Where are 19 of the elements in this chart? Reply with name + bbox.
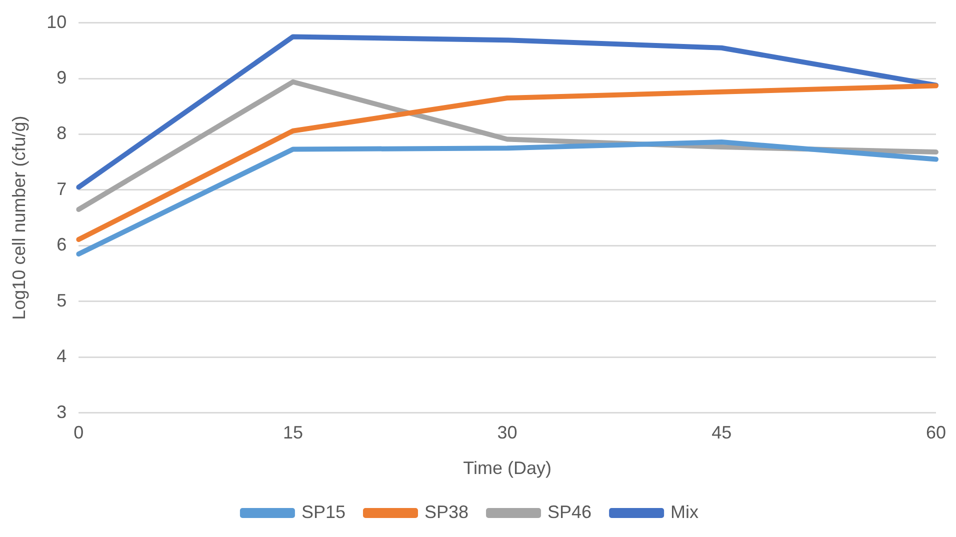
- x-tick-label: 30: [497, 422, 518, 443]
- y-axis-title: Log10 cell number (cfu/g): [8, 116, 29, 320]
- x-tick-label: 45: [712, 422, 732, 443]
- y-tick-label: 3: [56, 402, 67, 422]
- y-tick-label: 5: [56, 290, 67, 310]
- legend-label: SP38: [424, 502, 469, 522]
- legend-label: SP46: [548, 502, 592, 522]
- y-tick-label: 9: [56, 67, 67, 88]
- legend-label: Mix: [670, 502, 699, 522]
- x-tick-label: 15: [282, 422, 303, 443]
- y-tick-label: 8: [56, 123, 67, 144]
- y-tick-label: 10: [46, 12, 67, 32]
- y-tick-label: 6: [56, 234, 67, 255]
- y-tick-label: 7: [56, 178, 67, 199]
- y-tick-label: 4: [56, 346, 67, 366]
- x-tick-label: 60: [926, 422, 946, 443]
- legend-label: SP15: [301, 502, 346, 522]
- x-axis-title: Time (Day): [463, 458, 552, 478]
- x-tick-label: 0: [74, 422, 84, 443]
